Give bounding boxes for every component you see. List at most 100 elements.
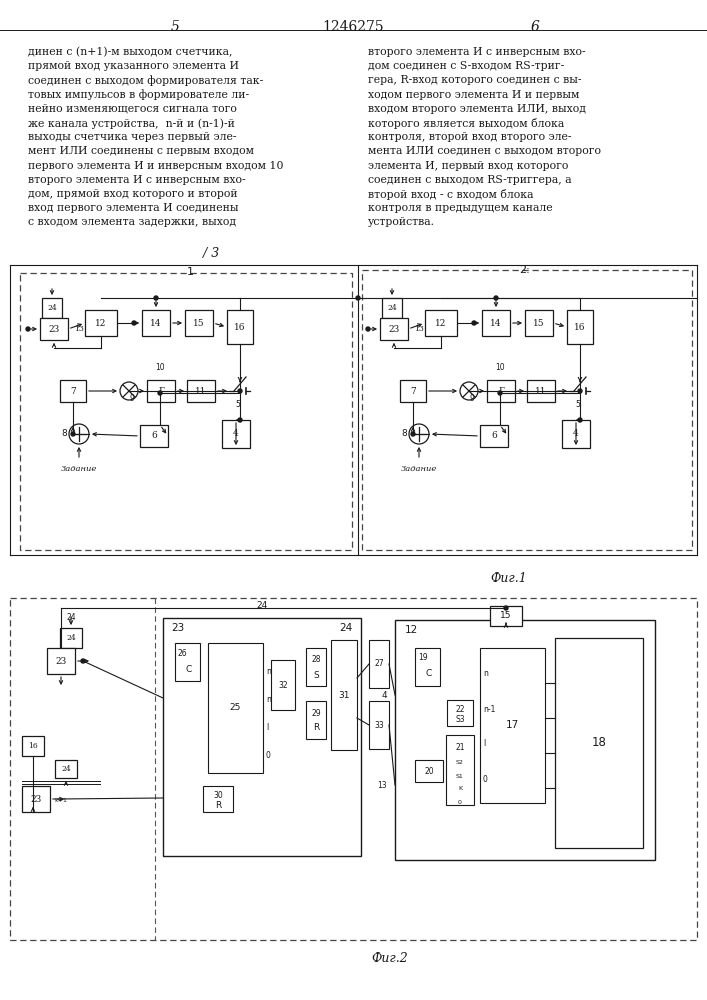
Text: 18: 18	[592, 736, 607, 750]
Text: которого является выходом блока: которого является выходом блока	[368, 118, 564, 129]
Bar	[203, 786, 233, 812]
Bar	[415, 760, 443, 782]
Text: n: n	[266, 666, 271, 676]
Text: 16: 16	[234, 322, 246, 332]
Circle shape	[472, 321, 476, 325]
Text: 13: 13	[414, 325, 424, 333]
Text: 33: 33	[374, 720, 384, 730]
Text: Задание: Задание	[401, 465, 437, 473]
Circle shape	[504, 606, 508, 610]
Circle shape	[578, 389, 582, 393]
Text: S: S	[313, 670, 319, 680]
Bar	[369, 640, 389, 688]
Text: 7: 7	[410, 386, 416, 395]
Text: Фиг.2: Фиг.2	[372, 952, 409, 965]
Text: 15: 15	[533, 318, 545, 328]
Text: 9: 9	[129, 394, 134, 403]
Text: второго элемента И с инверсным вхо-: второго элемента И с инверсным вхо-	[368, 47, 585, 57]
Bar	[271, 660, 295, 710]
Circle shape	[71, 432, 75, 436]
Text: k+1: k+1	[54, 798, 67, 802]
Text: 21: 21	[455, 742, 464, 752]
Text: S1: S1	[456, 774, 464, 778]
Text: второй вход - с входом блока: второй вход - с входом блока	[368, 189, 534, 200]
Bar	[425, 310, 457, 336]
Bar	[480, 425, 508, 447]
Text: Г: Г	[498, 386, 504, 395]
Bar	[208, 643, 263, 773]
Bar	[380, 318, 408, 340]
Circle shape	[26, 327, 30, 331]
Text: 6: 6	[491, 432, 497, 440]
Text: 16: 16	[574, 322, 586, 332]
Bar	[55, 760, 77, 778]
Text: 9: 9	[469, 394, 474, 403]
Text: нейно изменяющегося сигнала того: нейно изменяющегося сигнала того	[28, 104, 237, 114]
Bar	[482, 310, 510, 336]
Text: 12: 12	[436, 318, 447, 328]
Text: 29: 29	[311, 708, 321, 718]
Text: 24: 24	[47, 304, 57, 312]
Bar	[395, 620, 655, 860]
Text: 8: 8	[61, 430, 67, 438]
Text: соединен с выходом RS-триггера, а: соединен с выходом RS-триггера, а	[368, 175, 572, 185]
Bar	[140, 425, 168, 447]
Bar	[306, 648, 326, 686]
Text: l: l	[266, 722, 268, 732]
Text: 4: 4	[233, 430, 239, 438]
Text: 5: 5	[235, 400, 240, 409]
Text: прямой вход указанного элемента И: прямой вход указанного элемента И	[28, 61, 239, 71]
Text: K: K	[458, 786, 462, 792]
Bar	[369, 701, 389, 749]
Bar	[480, 648, 545, 803]
Circle shape	[81, 659, 85, 663]
Text: 13: 13	[378, 780, 387, 790]
Text: мент ИЛИ соединены с первым входом: мент ИЛИ соединены с первым входом	[28, 146, 254, 156]
Text: соединен с выходом формирователя так-: соединен с выходом формирователя так-	[28, 75, 263, 86]
Text: 5: 5	[575, 400, 580, 409]
Text: 31: 31	[338, 690, 350, 700]
Bar	[185, 310, 213, 336]
Circle shape	[411, 432, 415, 436]
Text: 10: 10	[156, 363, 165, 372]
Text: контроля в предыдущем канале: контроля в предыдущем канале	[368, 203, 553, 213]
Circle shape	[158, 391, 162, 395]
Text: 1246275: 1246275	[322, 20, 384, 34]
Bar	[446, 735, 474, 805]
Text: S2: S2	[456, 760, 464, 766]
Bar	[525, 310, 553, 336]
Text: контроля, второй вход второго эле-: контроля, второй вход второго эле-	[368, 132, 571, 142]
Text: устройства.: устройства.	[368, 217, 435, 227]
Text: Фиг.1: Фиг.1	[490, 572, 527, 585]
Bar	[306, 701, 326, 739]
Circle shape	[132, 321, 136, 325]
Bar	[227, 310, 253, 344]
Text: гера, R-вход которого соединен с вы-: гера, R-вход которого соединен с вы-	[368, 75, 581, 85]
Text: второго элемента И с инверсным вхо-: второго элемента И с инверсным вхо-	[28, 175, 245, 185]
Text: 0: 0	[458, 800, 462, 804]
Text: 12: 12	[405, 625, 419, 635]
Text: Задание: Задание	[61, 465, 97, 473]
Bar	[163, 618, 361, 856]
Text: с входом элемента задержки, выход: с входом элемента задержки, выход	[28, 217, 236, 227]
Text: 10: 10	[495, 363, 505, 372]
Bar	[331, 640, 357, 750]
Text: 0: 0	[483, 774, 488, 784]
Text: 6: 6	[151, 432, 157, 440]
Text: 12: 12	[95, 318, 107, 328]
Circle shape	[494, 296, 498, 300]
Text: входом второго элемента ИЛИ, выход: входом второго элемента ИЛИ, выход	[368, 104, 586, 114]
Text: 30: 30	[213, 792, 223, 800]
Text: 23: 23	[171, 623, 185, 633]
Text: 8: 8	[401, 430, 407, 438]
Text: 14: 14	[490, 318, 502, 328]
Text: 24: 24	[61, 765, 71, 773]
Text: 15: 15	[193, 318, 205, 328]
Text: n: n	[483, 670, 488, 678]
Bar	[187, 380, 215, 402]
Text: 4: 4	[573, 430, 579, 438]
Text: 26: 26	[177, 648, 187, 658]
Circle shape	[498, 391, 502, 395]
Text: 20: 20	[424, 766, 434, 776]
Text: 23: 23	[55, 656, 66, 666]
